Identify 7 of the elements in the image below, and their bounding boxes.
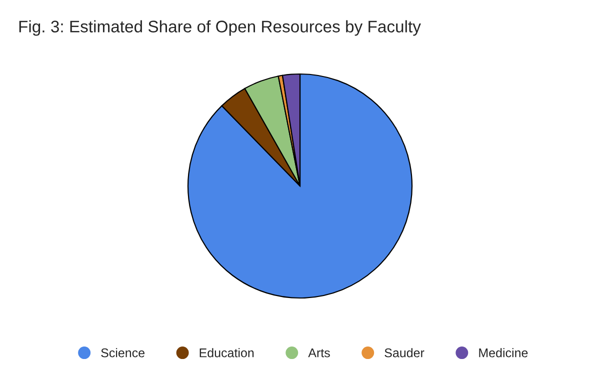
chart-title: Fig. 3: Estimated Share of Open Resources by Faculty xyxy=(19,20,421,36)
pie-slice xyxy=(187,73,413,299)
legend-label: Education xyxy=(200,348,254,358)
legend-label: Sauder xyxy=(384,348,424,358)
legend-label: Medicine xyxy=(479,348,528,358)
legend-label: Science xyxy=(101,348,144,358)
legend-label: Arts xyxy=(308,348,330,358)
